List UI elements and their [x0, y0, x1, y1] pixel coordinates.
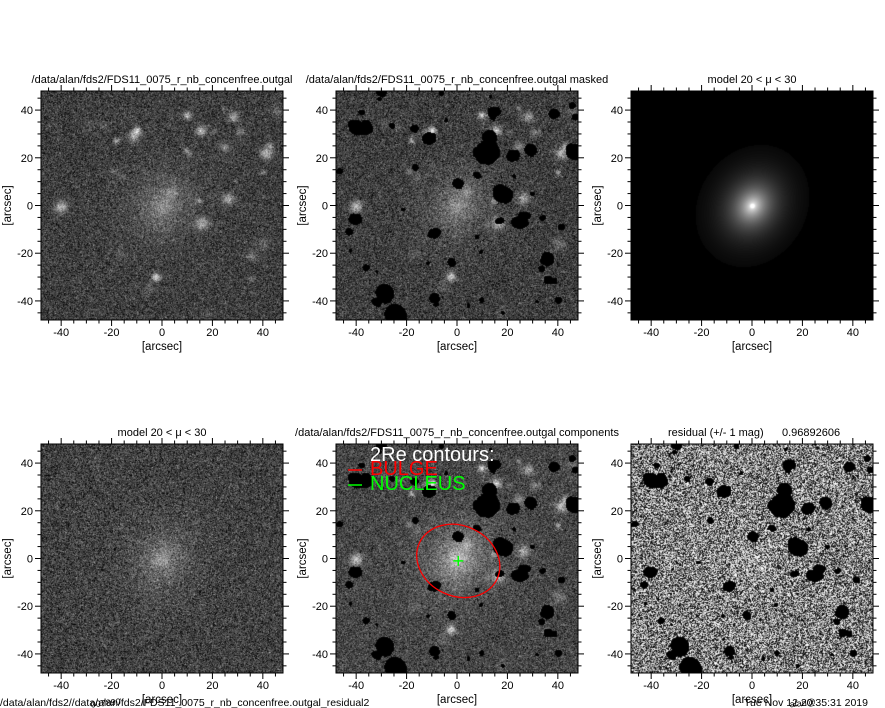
svg-text:-40: -40	[643, 680, 659, 692]
svg-text:-20: -20	[607, 601, 623, 613]
svg-text:0.96892606: 0.96892606	[782, 427, 840, 439]
svg-text:40: 40	[847, 680, 859, 692]
svg-text:-40: -40	[607, 649, 623, 661]
svg-text:residual (+/- 1 mag): residual (+/- 1 mag)	[668, 427, 764, 439]
svg-text:0: 0	[749, 680, 755, 692]
svg-text:-20: -20	[694, 680, 710, 692]
svg-text:40: 40	[611, 458, 623, 470]
svg-text:Tue Nov 12 20:35:31 2019: Tue Nov 12 20:35:31 2019	[744, 697, 868, 708]
svg-text:20: 20	[796, 680, 808, 692]
svg-text:0: 0	[617, 554, 623, 566]
svg-text:[arcsec]: [arcsec]	[592, 538, 604, 578]
svg-text:20: 20	[611, 506, 623, 518]
